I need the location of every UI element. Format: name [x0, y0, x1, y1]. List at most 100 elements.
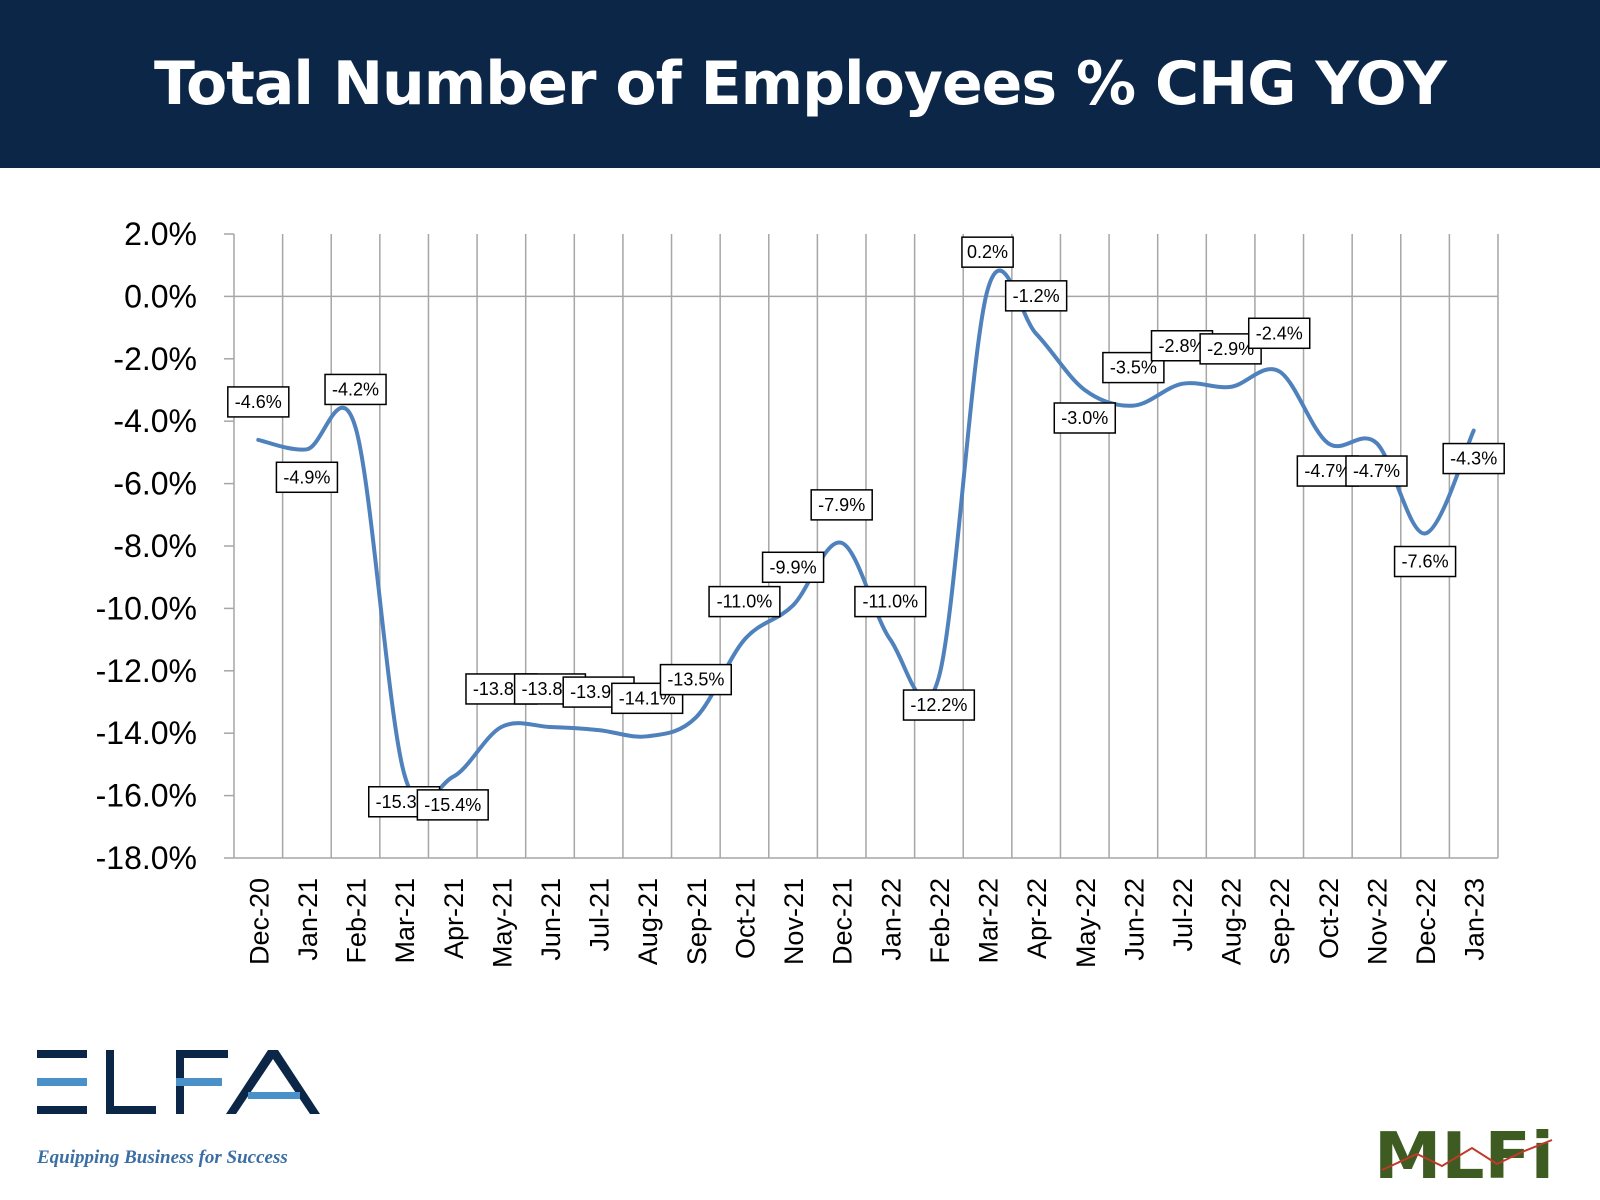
data-label: -3.0%: [1053, 402, 1117, 434]
data-label-box: [275, 461, 339, 494]
x-tick-label: Jul-21: [585, 878, 615, 952]
data-label-box: [324, 373, 387, 406]
data-label-text: -3.0%: [1061, 408, 1108, 428]
data-label-text: -2.8%: [1158, 336, 1205, 356]
mlfi-logo: MLFi: [1374, 1120, 1554, 1186]
y-tick-label: -14.0%: [96, 715, 197, 751]
data-label-text: -4.3%: [1450, 449, 1497, 469]
y-tick-label: -12.0%: [96, 653, 197, 689]
data-label-box: [854, 585, 927, 618]
x-tick-label: Oct-22: [1314, 878, 1344, 959]
data-label: -7.9%: [810, 489, 873, 521]
x-tick-label: May-22: [1071, 878, 1101, 968]
x-tick-label: Jun-22: [1119, 878, 1149, 961]
x-tick-label: May-21: [487, 878, 517, 968]
x-tick-label: Nov-22: [1362, 878, 1392, 965]
data-label-text: -7.9%: [818, 495, 865, 515]
y-tick-label: 2.0%: [124, 216, 197, 252]
elfa-tagline: Equipping Business for Success: [37, 1147, 288, 1168]
data-label: -9.9%: [761, 551, 825, 584]
x-tick-label: Apr-22: [1022, 878, 1052, 959]
x-tick-label: Mar-22: [974, 878, 1004, 964]
data-label-text: -4.9%: [283, 467, 330, 487]
x-tick-label: Apr-21: [439, 878, 469, 959]
data-label-text: -15.4%: [424, 795, 481, 815]
data-label: -4.3%: [1442, 442, 1505, 475]
data-label: -2.9%: [1199, 333, 1262, 365]
data-label-text: -4.7%: [1304, 461, 1351, 481]
y-tick-label: -2.0%: [113, 341, 197, 377]
x-tick-label: Sep-22: [1265, 878, 1295, 965]
data-label-text: -13.5%: [667, 670, 724, 690]
data-label-box: [1053, 402, 1117, 434]
data-label: -1.2%: [1004, 280, 1068, 312]
data-label-box: [708, 585, 781, 618]
data-label-text: 0.2%: [967, 242, 1008, 262]
line-chart: 2.0% 0.0% -2.0% -4.0% -6.0% -8.0% -10.0% -12.0%…: [96, 216, 1505, 968]
data-label-box: [227, 386, 290, 418]
data-label-text: -4.2%: [332, 379, 379, 399]
data-label-box: [659, 663, 732, 696]
data-label-text: -1.2%: [1013, 286, 1060, 306]
x-tick-label: Feb-22: [925, 878, 955, 964]
x-tick-label: Jan-21: [293, 878, 323, 961]
y-tick-label: -18.0%: [96, 840, 197, 876]
data-label-box: [1393, 545, 1457, 578]
data-label-box: [416, 789, 489, 821]
data-label-box: [1345, 455, 1408, 487]
data-label-box: [1442, 442, 1505, 475]
x-tick-label: Dec-22: [1411, 878, 1441, 965]
data-label-box: [761, 551, 825, 584]
y-tick-label: -6.0%: [113, 466, 197, 502]
y-tick-label: -16.0%: [96, 778, 197, 814]
x-tick-label: Jul-22: [1168, 878, 1198, 952]
data-label-text: -2.9%: [1207, 339, 1254, 359]
chart-title: Total Number of Employees % CHG YOY: [154, 49, 1447, 119]
elfa-logo: [37, 1050, 320, 1114]
x-tick-label: Aug-21: [633, 878, 663, 965]
data-label-box: [1004, 280, 1068, 312]
x-tick-label: Jan-23: [1460, 878, 1490, 961]
data-label: -4.7%: [1345, 455, 1408, 487]
data-label-text: -11.0%: [717, 592, 773, 612]
data-label: -11.0%: [708, 585, 781, 618]
data-label: -11.0%: [854, 585, 927, 618]
x-tick-label: Feb-21: [342, 878, 372, 964]
data-label-text: -12.2%: [910, 695, 967, 715]
x-tick-label: Dec-21: [828, 878, 858, 965]
data-label-box: [902, 689, 976, 721]
data-label-text: -9.9%: [770, 557, 817, 577]
data-label-text: -3.5%: [1110, 358, 1157, 378]
data-label: -4.9%: [275, 461, 339, 494]
data-label-box: [810, 489, 873, 521]
data-label-text: -2.4%: [1256, 323, 1303, 343]
x-tick-label: Mar-21: [390, 878, 420, 964]
data-label-text: -11.0%: [862, 592, 918, 612]
axis-layer: 2.0% 0.0% -2.0% -4.0% -6.0% -8.0% -10.0% -12.0%…: [96, 216, 1498, 968]
y-tick-label: -10.0%: [96, 590, 197, 626]
x-tick-label: Jun-21: [536, 878, 566, 961]
y-tick-label: -8.0%: [113, 528, 197, 564]
data-label-text: -4.6%: [235, 392, 282, 412]
title-bar: Total Number of Employees % CHG YOY: [0, 0, 1600, 168]
y-tick-label: -4.0%: [113, 403, 197, 439]
data-label: -7.6%: [1393, 545, 1457, 578]
data-label-box: [1247, 317, 1311, 350]
x-tick-label: Dec-20: [244, 878, 274, 965]
x-tick-label: Oct-21: [730, 878, 760, 959]
data-label-text: -7.6%: [1402, 552, 1449, 572]
data-label: -15.4%: [416, 789, 489, 821]
data-label: -13.5%: [659, 663, 732, 696]
data-label: -4.2%: [324, 373, 387, 406]
data-label: 0.2%: [961, 236, 1014, 268]
x-tick-label: Jan-22: [876, 878, 906, 961]
data-label-layer: -4.6%-4.9%-4.2%-15.3%-15.4%-13.8%-13.8%-…: [227, 236, 1505, 821]
data-label: -4.6%: [227, 386, 290, 418]
data-label: -12.2%: [902, 689, 976, 721]
x-tick-label: Sep-21: [682, 878, 712, 965]
x-tick-label: Nov-21: [779, 878, 809, 965]
y-tick-label: 0.0%: [124, 278, 197, 314]
data-label: -2.4%: [1247, 317, 1311, 350]
data-label-box: [961, 236, 1014, 268]
data-label-text: -4.7%: [1353, 461, 1400, 481]
